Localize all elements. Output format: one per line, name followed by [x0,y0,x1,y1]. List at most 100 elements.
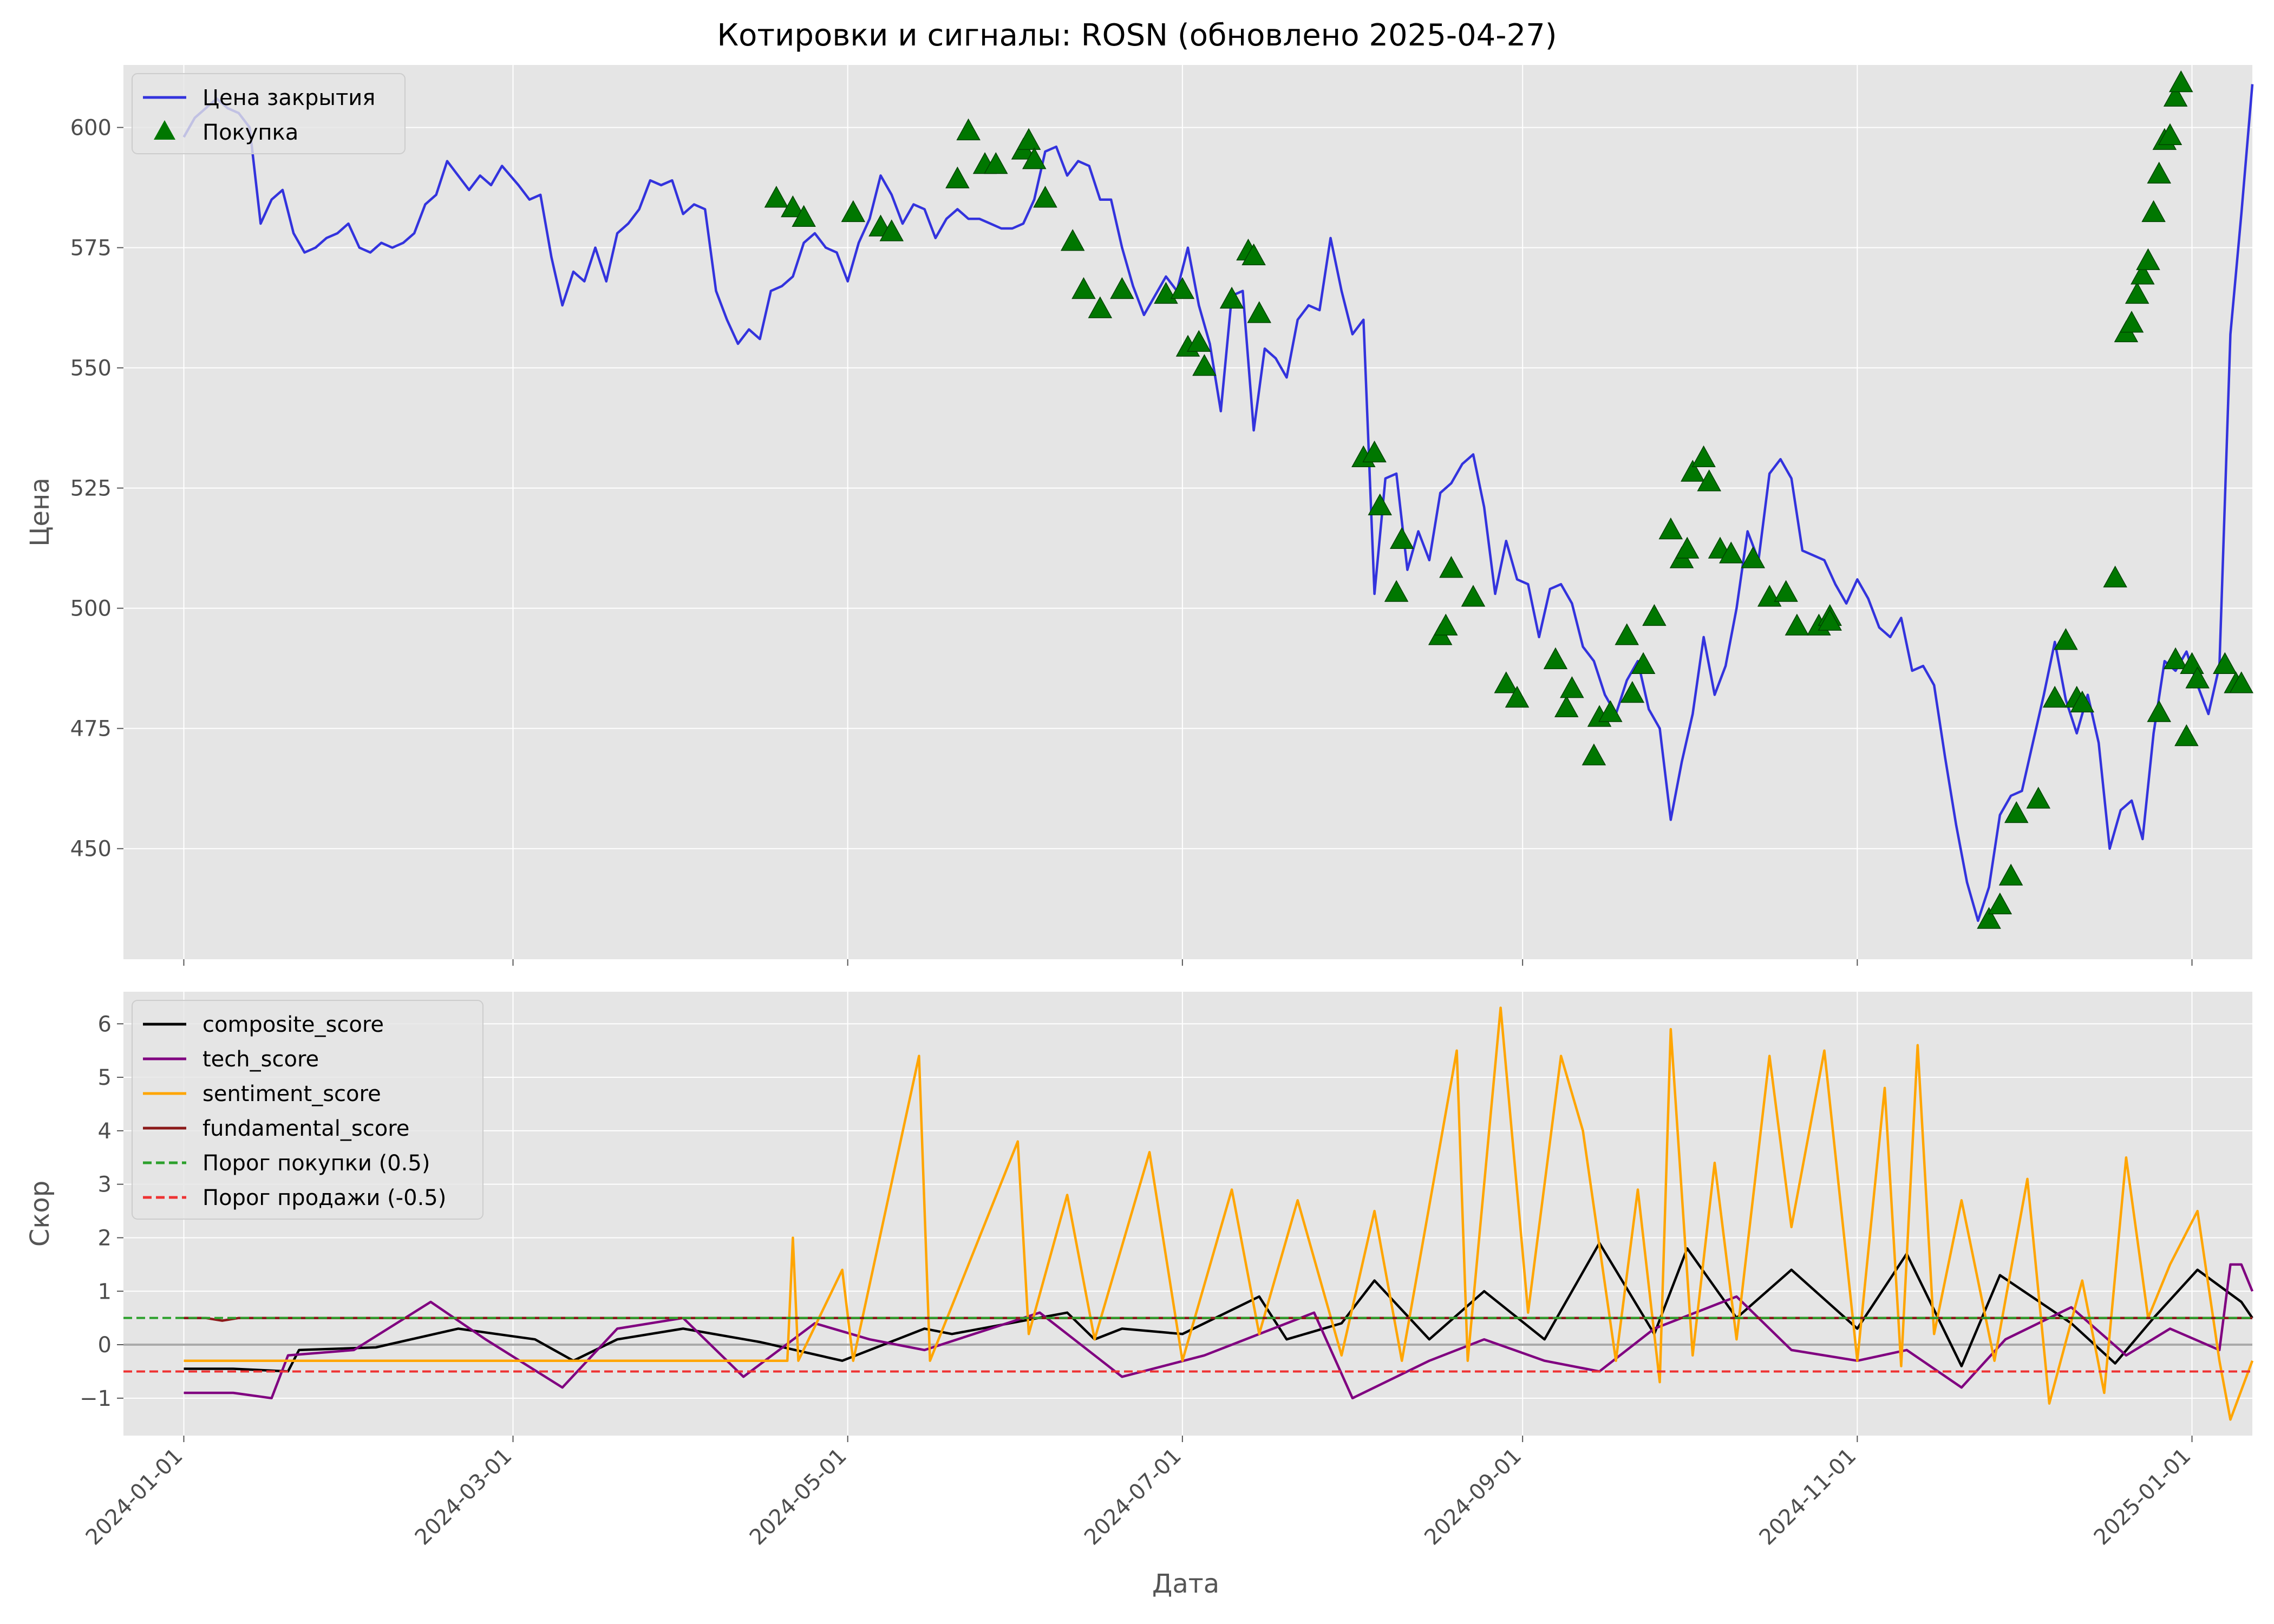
buy-marker [2136,248,2160,270]
score-y-tick-label: 0 [98,1333,112,1358]
score-y-ticks: −1 0 1 2 3 4 5 6 [80,1012,123,1411]
buy-marker [2229,671,2254,693]
buy-marker [1642,604,1667,626]
buy-marker [1247,301,1272,323]
buy-marker [2147,700,2171,722]
buy-marker [2147,161,2171,184]
x-tick-label: 2025-01-01 [2089,1444,2196,1550]
score-x-ticks: 2024-01-01 2024-03-01 2024-05-01 2024-07-01… [81,1436,2196,1550]
score-legend-frame [132,1000,483,1220]
x-tick-label: 2024-09-01 [1420,1444,1526,1550]
legend-label-fundamental-score: fundamental_score [202,1116,409,1141]
buy-marker [1384,580,1409,602]
buy-marker [2103,565,2127,588]
buy-marker [1988,892,2012,915]
price-y-tick-label: 450 [70,837,112,862]
buy-marker [1691,445,1716,468]
buy-marker [2185,666,2210,689]
series-tech-score [184,1263,2254,1400]
buy-marker [1620,680,1645,703]
buy-marker [1186,330,1211,352]
buy-marker [1192,353,1217,376]
buy-marker [1718,541,1743,564]
score-y-tick-label: 5 [98,1065,112,1090]
buy-marker [1785,613,1809,636]
price-legend-frame [132,73,406,154]
score-y-tick-label: 1 [98,1279,112,1304]
buy-marker [1022,147,1047,169]
buy-marker [1016,128,1041,150]
buy-marker [1219,286,1244,309]
buy-marker [2125,281,2149,304]
buy-marker [1434,613,1458,636]
buy-marker [1598,700,1623,722]
legend-label-composite-score: composite_score [202,1012,384,1037]
buy-marker [781,195,805,218]
buy-marker [2213,652,2237,674]
buy-marker [1368,493,1392,515]
buy-marker [2163,84,2188,107]
price-plot-area [123,65,2252,959]
x-tick-label: 2024-11-01 [1755,1444,1861,1550]
buy-marker [1741,546,1766,568]
buy-marker [1615,623,1639,645]
buy-marker [2119,311,2144,333]
price-y-tick-label: 525 [70,476,112,501]
score-legend: composite_score tech_score sentiment_score… [132,1000,483,1220]
buy-marker [2158,123,2182,145]
score-y-tick-label: 6 [98,1012,112,1037]
x-tick-label: 2024-07-01 [1080,1444,1186,1550]
buy-marker [1494,671,1519,693]
buy-marker [879,219,904,241]
legend-label-покупка: Покупка [202,120,298,145]
buy-marker [1631,652,1656,674]
buy-marker [2131,263,2155,285]
buy-marker [1977,907,2001,929]
buy-marker [1241,243,1266,266]
score-y-tick-label: −1 [80,1386,112,1411]
buy-marker [1774,580,1798,602]
price-series [182,70,2254,929]
price-y-tick-label: 575 [70,236,112,261]
buy-marker [1170,277,1195,299]
legend-label-цена-закрытия: Цена закрытия [202,86,375,110]
score-y-tick-label: 4 [98,1119,112,1144]
score-y-axis-label: Скор [25,1181,55,1247]
buy-marker [1110,277,1134,299]
score-y-tick-label: 3 [98,1173,112,1197]
buy-marker [984,152,1008,174]
score-series [123,1006,2254,1421]
buy-marker [792,205,816,227]
price-legend: Цена закрытия Покупка [132,73,406,154]
buy-marker [1389,527,1414,549]
price-panel: 450 475 500 525 550 575 600 Цена Цена закрытия… [25,65,2254,966]
buy-marker [2168,70,2193,93]
buy-marker [2026,787,2051,809]
price-y-tick-label: 500 [70,597,112,621]
buy-marker [1998,863,2023,886]
buy-marker [1554,695,1579,717]
price-y-tick-label: 550 [70,356,112,381]
buy-marker [2141,200,2166,222]
buy-marker [1543,647,1568,670]
buy-marker [2070,690,2095,713]
series-sentiment-score [184,1006,2254,1421]
buy-marker [2004,801,2029,823]
buy-marker [1461,585,1486,607]
price-y-tick-label: 600 [70,115,112,140]
buy-marker [1088,296,1113,318]
legend-marker-покупка [154,120,175,140]
buy-marker [1675,536,1700,559]
series-composite-score [184,1242,2253,1373]
buy-marker [2054,628,2078,650]
series-цена-закрытия [182,84,2254,922]
buy-marker [1071,277,1096,299]
buy-marker [1505,685,1530,708]
legend-label-sentiment-score: sentiment_score [202,1082,381,1106]
chart-title: Котировки и сигналы: ROSN (обновлено 202… [717,18,1557,53]
buy-marker [1060,229,1085,251]
legend-label-порог-покупки-0-5: Порог покупки (0.5) [202,1151,430,1176]
buy-marker [1658,517,1683,540]
price-x-ticks [183,959,2193,966]
